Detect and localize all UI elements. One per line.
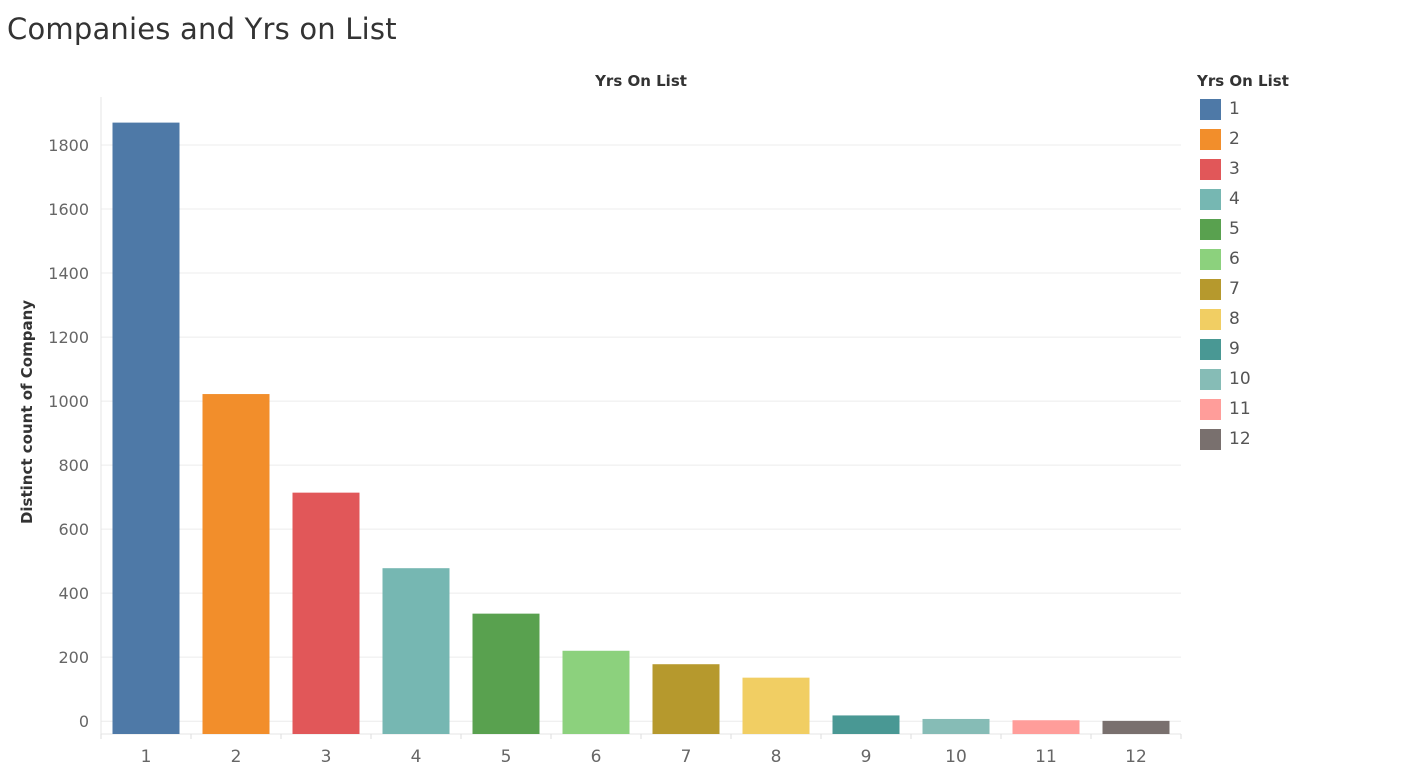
legend-label: 2 — [1229, 129, 1240, 149]
legend-swatch — [1200, 188, 1221, 210]
legend-swatch — [1200, 338, 1221, 360]
legend-swatch — [1200, 308, 1221, 330]
y-tick-label: 1800 — [48, 136, 89, 155]
legend-swatch — [1200, 428, 1221, 450]
legend-item[interactable]: 1 — [1197, 94, 1397, 124]
legend-item[interactable]: 9 — [1197, 334, 1397, 364]
legend-swatch — [1200, 158, 1221, 180]
legend-label: 3 — [1229, 159, 1240, 179]
legend-item[interactable]: 6 — [1197, 244, 1397, 274]
legend-label: 10 — [1229, 369, 1251, 389]
legend-label: 1 — [1229, 99, 1240, 119]
y-tick-label: 1200 — [48, 328, 89, 347]
bar-9 — [832, 715, 900, 734]
column-header: Yrs On List — [594, 72, 687, 90]
legend-item[interactable]: 2 — [1197, 124, 1397, 154]
page-title: Companies and Yrs on List — [7, 12, 397, 46]
y-tick-label: 1600 — [48, 200, 89, 219]
bar-7 — [652, 664, 720, 734]
x-tick-label: 8 — [771, 747, 782, 767]
x-tick-label: 9 — [861, 747, 872, 767]
legend-item[interactable]: 8 — [1197, 304, 1397, 334]
y-tick-label: 600 — [58, 520, 89, 539]
x-tick-label: 5 — [501, 747, 512, 767]
legend-swatch — [1200, 398, 1221, 420]
bar-2 — [202, 394, 270, 734]
x-tick-label: 10 — [945, 747, 967, 767]
bar-10 — [922, 718, 990, 734]
legend-item[interactable]: 3 — [1197, 154, 1397, 184]
x-tick-label: 4 — [411, 747, 422, 767]
legend-label: 12 — [1229, 429, 1251, 449]
legend-swatch — [1200, 98, 1221, 120]
bar-4 — [382, 568, 450, 734]
bar-3 — [292, 492, 360, 734]
x-tick-label: 1 — [141, 747, 152, 767]
y-axis-title: Distinct count of Company — [18, 300, 36, 524]
legend-title: Yrs On List — [1197, 72, 1289, 90]
bar-11 — [1012, 720, 1080, 734]
x-tick-label: 2 — [231, 747, 242, 767]
y-tick-label: 1400 — [48, 264, 89, 283]
bar-5 — [472, 613, 540, 734]
y-tick-label: 200 — [58, 648, 89, 667]
x-tick-label: 11 — [1035, 747, 1057, 767]
bar-12 — [1102, 720, 1170, 734]
legend-label: 6 — [1229, 249, 1240, 269]
legend: Yrs On List 1 2 3 4 5 6 7 8 9 10 11 12 — [1197, 72, 1397, 454]
legend-item[interactable]: 12 — [1197, 424, 1397, 454]
bar-8 — [742, 677, 810, 734]
legend-swatch — [1200, 248, 1221, 270]
legend-label: 4 — [1229, 189, 1240, 209]
legend-label: 8 — [1229, 309, 1240, 329]
y-tick-label: 800 — [58, 456, 89, 475]
legend-label: 5 — [1229, 219, 1240, 239]
y-tick-label: 0 — [79, 712, 89, 731]
legend-swatch — [1200, 128, 1221, 150]
x-tick-label: 3 — [321, 747, 332, 767]
x-tick-label: 12 — [1125, 747, 1147, 767]
legend-item[interactable]: 10 — [1197, 364, 1397, 394]
bar-1 — [112, 122, 180, 735]
legend-swatch — [1200, 218, 1221, 240]
legend-item[interactable]: 4 — [1197, 184, 1397, 214]
legend-label: 9 — [1229, 339, 1240, 359]
x-tick-label: 7 — [681, 747, 692, 767]
legend-label: 11 — [1229, 399, 1251, 419]
legend-label: 7 — [1229, 279, 1240, 299]
legend-swatch — [1200, 278, 1221, 300]
legend-items: 1 2 3 4 5 6 7 8 9 10 11 12 — [1197, 94, 1397, 454]
legend-item[interactable]: 5 — [1197, 214, 1397, 244]
legend-item[interactable]: 11 — [1197, 394, 1397, 424]
y-tick-label: 400 — [58, 584, 89, 603]
legend-swatch — [1200, 368, 1221, 390]
x-tick-label: 6 — [591, 747, 602, 767]
y-tick-label: 1000 — [48, 392, 89, 411]
bar-6 — [562, 650, 630, 734]
legend-item[interactable]: 7 — [1197, 274, 1397, 304]
bar-chart: Yrs On List Distinct count of Company 0 200… — [18, 72, 1182, 767]
